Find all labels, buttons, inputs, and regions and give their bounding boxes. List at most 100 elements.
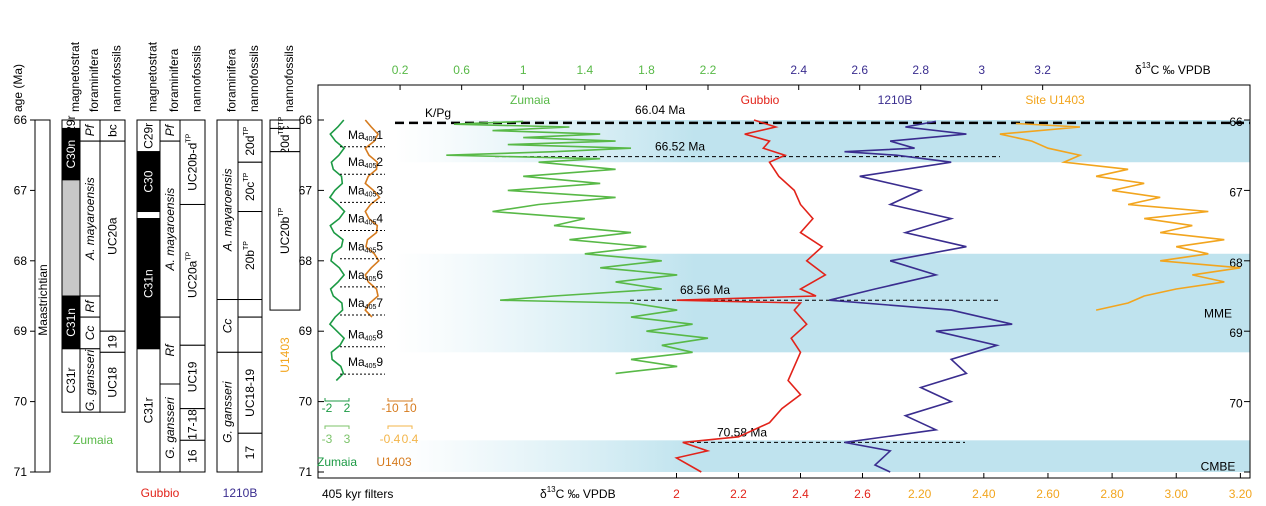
site-label: Zumaia	[73, 433, 113, 447]
zone-label: 17-18	[186, 409, 200, 440]
y-tick-label: 68	[299, 254, 313, 268]
zone-label: G. gansseri	[83, 349, 97, 411]
cycle-prefix: Ma	[348, 296, 365, 310]
zone-label-sup: TP	[185, 251, 192, 260]
x-tick-label: 1	[520, 63, 527, 77]
zone-label-text: 19	[106, 335, 120, 349]
column-header: nannofossils	[247, 45, 261, 112]
isotope-curve	[829, 120, 1013, 473]
x-tick-label: 2.6	[854, 487, 871, 501]
zone-label: 17	[243, 446, 257, 460]
x-tick-label: 2.4	[792, 487, 809, 501]
x-tick-label: 2.20	[908, 487, 932, 501]
zone-label: C31r	[142, 397, 156, 423]
zone-label: 20dTP	[278, 125, 293, 154]
kpg-label: K/Pg	[425, 106, 451, 120]
y-tick-label-right: 68	[1229, 256, 1243, 270]
cycle-number: 3	[376, 183, 383, 197]
zone-label-sup: TP	[185, 133, 192, 142]
series-label: Site U1403	[1025, 93, 1085, 107]
x-tick-label: 2.80	[1100, 487, 1124, 501]
cycle-number: 8	[376, 328, 383, 342]
scale-label: -2	[322, 401, 333, 415]
zone-label-text: A. mayaroensis	[83, 177, 97, 261]
x-tick-label: 2.60	[1036, 487, 1060, 501]
column-header: foraminifera	[225, 48, 239, 112]
scale-label: -10	[381, 401, 399, 415]
zone-label-text: bc	[106, 124, 120, 137]
cycle-number: 9	[376, 355, 383, 369]
zone-label: A. mayaroensis	[221, 168, 235, 252]
column-header: magnetostrat	[68, 41, 82, 112]
y-tick-label: 67	[299, 183, 313, 197]
x-tick-label: 2	[673, 487, 680, 501]
filter-name: U1403	[376, 455, 412, 469]
zone-label-text: G. gansseri	[83, 349, 97, 411]
zone-label-sup: TP	[243, 126, 250, 135]
column-header: foraminifera	[87, 48, 101, 112]
filter-curve	[364, 119, 381, 318]
zone-label-text: C31r	[142, 397, 156, 423]
band-label: MME	[1204, 307, 1232, 321]
y-tick-label-right: 69	[1229, 326, 1243, 340]
zone-label-text: UC18	[106, 367, 120, 398]
zone-cell	[179, 439, 206, 473]
zone-label-sup: TP	[278, 116, 285, 125]
x-tick-label: 3.00	[1165, 487, 1189, 501]
column-header: nannofossils	[190, 45, 204, 112]
cycle-sub: 405	[365, 335, 377, 342]
zone-label: Cc	[221, 319, 235, 334]
scale-bracket	[324, 425, 350, 429]
scale-label: -0.4	[380, 432, 401, 446]
isotope-curve	[446, 120, 709, 375]
cycle-sub: 405	[365, 219, 377, 226]
x-tick-label: 3.20	[1229, 487, 1253, 501]
zone-label-text: C31n	[142, 269, 156, 298]
cycle-number: 2	[376, 155, 383, 169]
isotope-curve	[999, 122, 1241, 311]
stage-label: Maastrichtian	[36, 264, 50, 335]
age-tick-label: 69	[14, 324, 28, 338]
zone-label: A. mayaroensis	[163, 188, 177, 272]
event-band	[395, 120, 1250, 163]
cycle-sub: 405	[365, 275, 377, 282]
zone-label-text: C31r	[64, 367, 78, 393]
filter-name: Zumaia	[317, 455, 357, 469]
zone-label: G. gansseri	[221, 381, 235, 443]
x-tick-label: 2.40	[972, 487, 996, 501]
zone-label: Rf	[163, 343, 177, 357]
x-axis-title: δ13C ‰ VPDB	[1135, 61, 1211, 78]
cycle-number: 6	[376, 268, 383, 282]
x-tick-label: 3.2	[1034, 63, 1051, 77]
zone-label-text: Cc	[221, 319, 235, 334]
site-label: U1403	[278, 337, 292, 373]
zone-cell	[179, 408, 206, 441]
column-header: magnetostrat	[146, 41, 160, 112]
x-tick-label: 2.4	[790, 63, 807, 77]
cycle-label: Ma4052	[348, 155, 383, 170]
zone-label-sup: TP	[278, 207, 285, 216]
zone-label-text: UC20b	[278, 216, 292, 254]
cycle-label: Ma4056	[348, 268, 383, 283]
zone-label: Rf	[83, 299, 97, 313]
x-axis-title-post: C ‰ VPDB	[1151, 63, 1211, 77]
column-header: nannofossils	[282, 45, 296, 112]
zone-label-text: 17-18	[186, 409, 200, 440]
zone-label: UC19	[186, 361, 200, 392]
y-tick-label-right: 67	[1229, 185, 1243, 199]
zone-label-text: 16	[186, 449, 200, 463]
zone-cell	[61, 179, 81, 297]
zone-label-text: C31n	[64, 308, 78, 337]
zone-label-text: Pf	[163, 123, 177, 136]
cycle-sub: 405	[365, 163, 377, 170]
x-axis-title-sup: 13	[1142, 61, 1151, 70]
cycle-number: 7	[376, 296, 383, 310]
kpg-age-label: 66.04 Ma	[635, 103, 685, 117]
x-axis-title-sup: 13	[547, 485, 556, 494]
zone-cell	[136, 211, 161, 220]
age-tick-label: 66	[14, 113, 28, 127]
cycle-prefix: Ma	[348, 240, 365, 254]
zone-cell	[179, 344, 206, 410]
zone-label: bc	[106, 124, 120, 137]
